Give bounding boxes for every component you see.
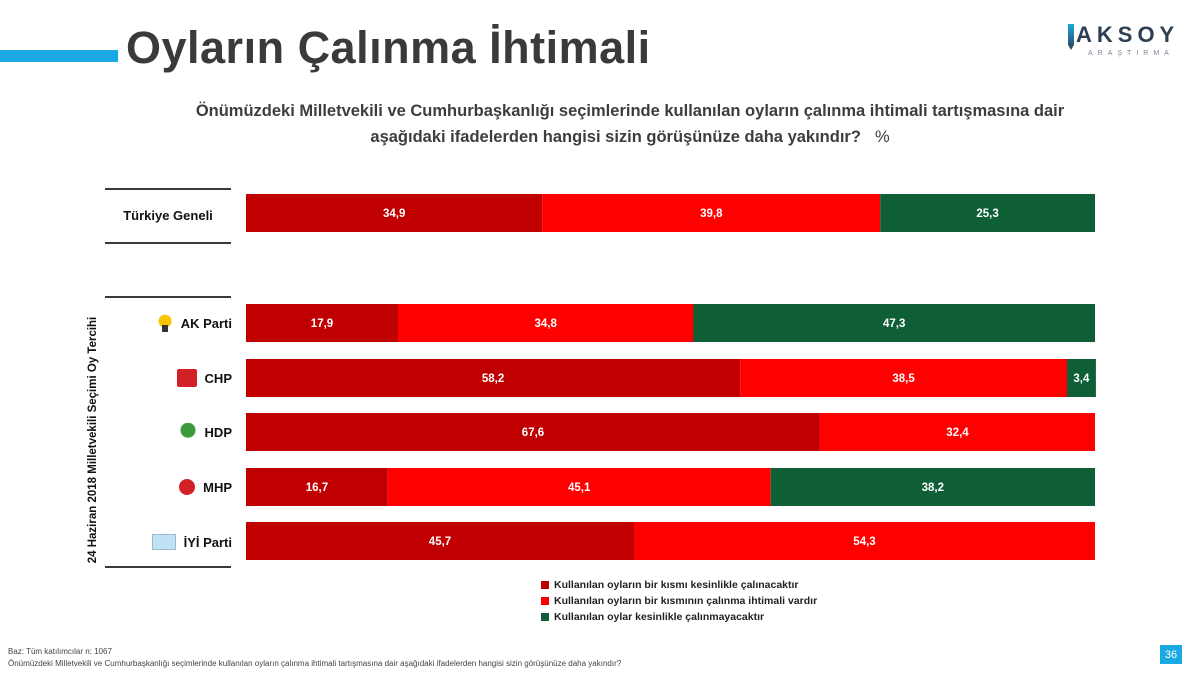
bar-value-label: 16,7 [306, 482, 328, 494]
row-label-text: HDP [204, 424, 232, 440]
row-label-text: İYİ Parti [183, 534, 232, 550]
logo-main-text: AKSOY [1076, 22, 1180, 47]
legend-label: Kullanılan oyların bir kısmı kesinlikle … [554, 579, 799, 591]
row-label-text: CHP [204, 370, 232, 386]
row-label-iyi-parti: İYİ Parti [110, 532, 232, 552]
bar-segment [246, 522, 634, 560]
label-divider [105, 296, 231, 298]
row-label-hdp: HDP [110, 422, 232, 442]
chp-logo-icon [176, 369, 197, 387]
bar-segment [246, 468, 388, 506]
bar-value-label: 54,3 [853, 536, 875, 548]
logo-sub-text: ARAŞTIRMA [1088, 50, 1174, 57]
legend-swatch [541, 613, 549, 621]
legend-label: Kullanılan oylar kesinlikle çalınmayacak… [554, 611, 765, 623]
iyi-parti-logo-icon [151, 534, 176, 550]
legend-item: Kullanılan oylar kesinlikle çalınmayacak… [541, 609, 817, 625]
pen-icon [1068, 24, 1074, 50]
title-accent-bar [0, 50, 118, 62]
bar-segment [387, 468, 771, 506]
legend-item: Kullanılan oyların bir kısmının çalınma … [541, 593, 817, 609]
bar-value-label: 34,9 [383, 208, 405, 220]
bar-value-label: 67,6 [522, 427, 544, 439]
bar-value-label: 17,9 [311, 318, 333, 330]
bar-value-label: 3,4 [1073, 373, 1090, 385]
question-line-2: aşağıdaki ifadelerden hangisi sizin görü… [370, 128, 861, 146]
survey-question: Önümüzdeki Milletvekili ve Cumhurbaşkanl… [160, 98, 1100, 150]
label-divider [105, 242, 231, 244]
mhp-logo-icon [179, 479, 196, 495]
row-label-text: Türkiye Geneli [123, 207, 213, 223]
bar-value-label: 38,5 [892, 373, 915, 385]
footnote-base: Baz: Tüm katılımcılar n: 1067 [8, 647, 112, 656]
bar-segment [880, 194, 1095, 232]
bar-segment [246, 304, 398, 342]
row-label-text: AK Parti [180, 315, 232, 331]
label-divider [105, 566, 231, 568]
bar-segment [1067, 359, 1096, 397]
bar-value-label: 45,7 [429, 536, 451, 548]
hdp-logo-icon [178, 423, 197, 441]
row-label-chp: CHP [110, 368, 232, 388]
page-number: 36 [1160, 645, 1182, 664]
legend-item: Kullanılan oyların bir kısmı kesinlikle … [541, 577, 817, 593]
bar-segment [246, 194, 543, 232]
aksoy-logo: AKSOY ARAŞTIRMA [1068, 22, 1186, 64]
bar-segment [634, 522, 1095, 560]
bar-value-label: 34,8 [535, 318, 558, 330]
footnote-question: Önümüzdeki Milletvekili ve Cumhurbaşkanl… [8, 659, 622, 668]
chart-legend: Kullanılan oyların bir kısmı kesinlikle … [541, 577, 817, 625]
page-title: Oyların Çalınma İhtimali [126, 22, 651, 73]
legend-label: Kullanılan oyların bir kısmının çalınma … [554, 595, 818, 607]
bar-value-label: 58,2 [482, 373, 504, 385]
bar-value-label: 32,4 [946, 427, 969, 439]
bar-value-label: 25,3 [976, 208, 998, 220]
bar-segment [770, 468, 1095, 506]
bar-segment [740, 359, 1067, 397]
bar-segment [542, 194, 881, 232]
row-label-ak-parti: AK Parti [110, 313, 232, 333]
row-label-mhp: MHP [110, 477, 232, 497]
legend-swatch [541, 597, 549, 605]
label-divider [105, 188, 231, 190]
legend-swatch [541, 581, 549, 589]
bar-segment [246, 413, 820, 451]
bar-value-label: 45,1 [568, 482, 591, 494]
ak-parti-logo-icon [156, 314, 173, 332]
bar-segment [398, 304, 694, 342]
bar-segment [819, 413, 1095, 451]
row-label-text: MHP [203, 479, 232, 495]
bar-value-label: 38,2 [922, 482, 944, 494]
bar-segment [246, 359, 741, 397]
unit-label: % [874, 128, 890, 146]
row-label-turkiye-geneli: Türkiye Geneli [105, 205, 231, 225]
bar-segment [693, 304, 1095, 342]
bar-value-label: 39,8 [700, 208, 723, 220]
bar-value-label: 47,3 [883, 318, 905, 330]
question-line-1: Önümüzdeki Milletvekili ve Cumhurbaşkanl… [195, 102, 1065, 120]
